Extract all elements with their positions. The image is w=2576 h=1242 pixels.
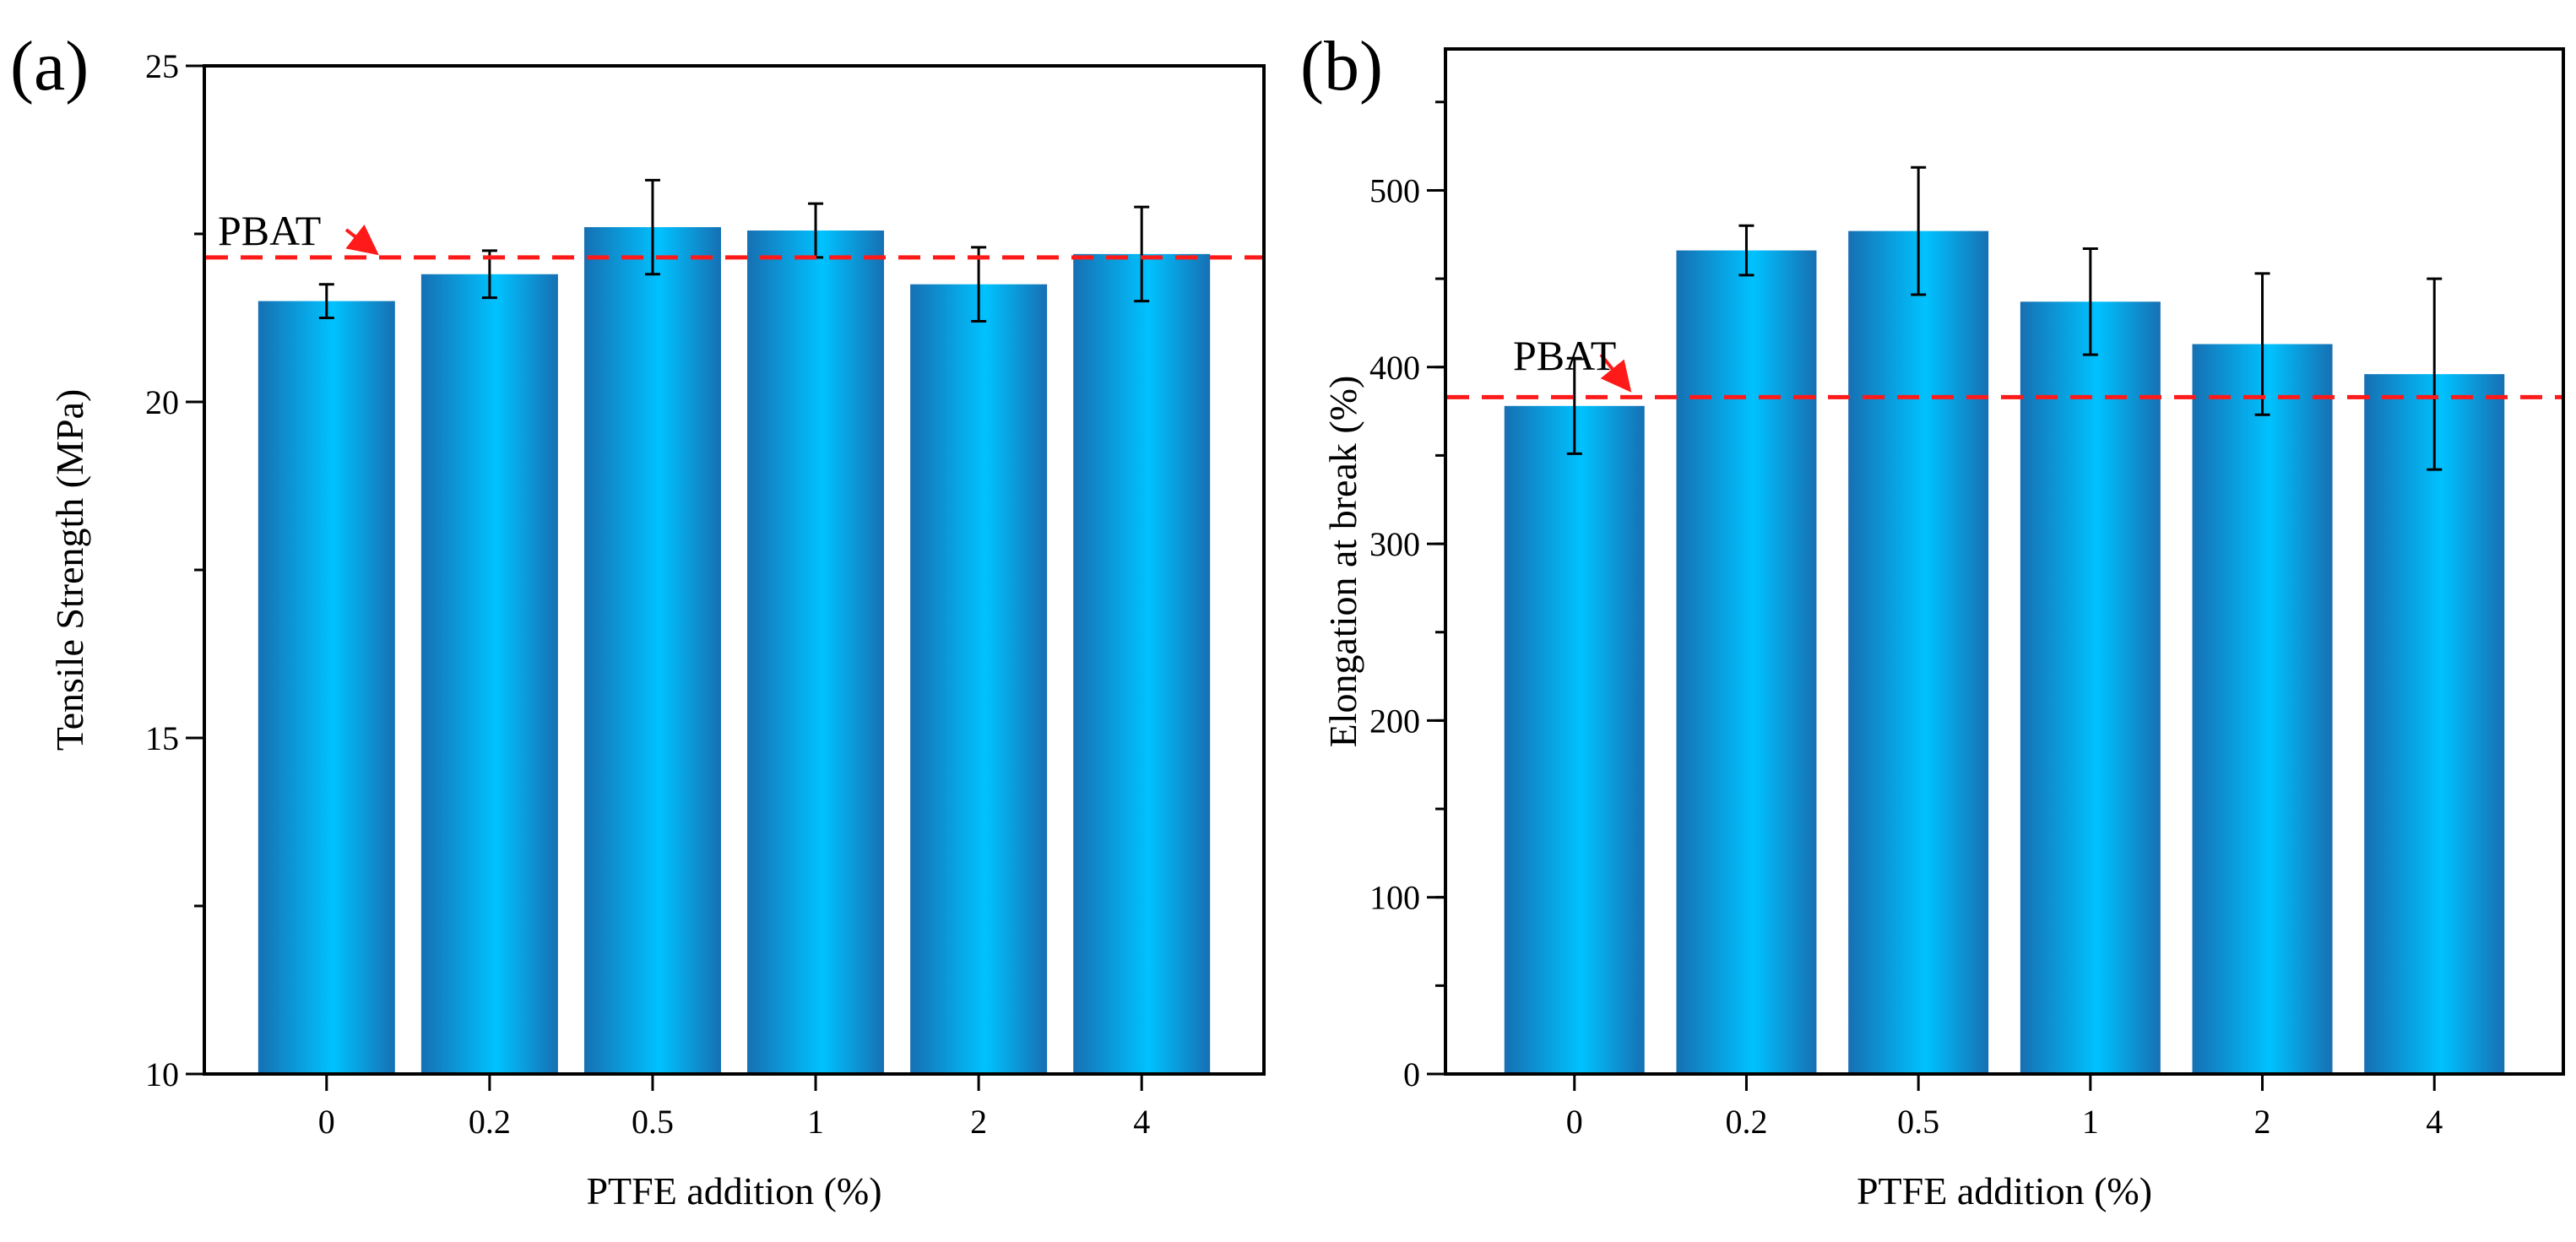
x-tick-label-1-2: 0.5: [1897, 1103, 1939, 1141]
bar-0-4: [910, 284, 1048, 1074]
x-tick-label-1-1: 0.2: [1725, 1103, 1767, 1141]
x-tick-label-0-3: 1: [807, 1103, 824, 1141]
bar-0-0: [258, 301, 395, 1075]
y-axis-title-a: Tensile Strength (MPa): [48, 389, 91, 751]
y-tick-label-0-2: 20: [145, 383, 179, 421]
y-axis-elongation: 0 100 200 300 400 500: [1369, 100, 1445, 1093]
y-tick-label-1-2: 200: [1369, 702, 1420, 740]
y-tick-label-1-1: 100: [1369, 879, 1420, 917]
error-bar-0-0: [318, 283, 334, 319]
x-axis-tensile-strength: 0 0.2 0.5 1 2 4: [318, 1074, 1150, 1141]
bar-1-2: [1848, 231, 1989, 1074]
y-tick-label-1-0: 0: [1403, 1055, 1420, 1093]
x-axis-title-a: PTFE addition (%): [586, 1169, 881, 1212]
error-bar-1-3: [2082, 247, 2098, 356]
panel-tensile-strength: (a) PBAT 10 15 20 25 0 0.2 0.5 1 2 4 Tensile Str…: [10, 27, 1266, 1212]
reference-label-pbat-a: PBAT: [218, 207, 321, 254]
panel-elongation-at-break: (b) PBAT 0 100 200 300 400 500 0 0.2 0.5 1 2 4 Elo…: [1300, 27, 2565, 1212]
x-tick-label-1-5: 4: [2426, 1103, 2443, 1141]
panel-label-b: (b): [1300, 27, 1383, 106]
bar-1-1: [1676, 250, 1817, 1075]
x-tick-label-0-1: 0.2: [469, 1103, 511, 1141]
bar-1-4: [2192, 344, 2333, 1074]
bar-1-3: [2020, 301, 2161, 1074]
bar-0-3: [747, 231, 885, 1074]
x-axis-title-b: PTFE addition (%): [1857, 1169, 2152, 1212]
plot-frame-b: [1444, 47, 2565, 1076]
y-tick-label-1-3: 300: [1369, 525, 1420, 563]
x-tick-label-1-4: 2: [2254, 1103, 2271, 1141]
error-bar-0-5: [1134, 205, 1150, 303]
panel-label-a: (a): [10, 27, 89, 106]
reference-label-pbat-b: PBAT: [1513, 332, 1616, 379]
y-tick-label-0-1: 15: [145, 719, 179, 757]
y-tick-label-1-5: 500: [1369, 171, 1420, 209]
error-bar-1-2: [1911, 165, 1927, 296]
bar-0-1: [420, 274, 558, 1074]
x-tick-label-0-5: 4: [1133, 1103, 1150, 1141]
bar-0-5: [1073, 253, 1211, 1074]
error-bar-0-4: [971, 246, 987, 323]
bars-tensile-strength: [258, 227, 1211, 1075]
y-tick-label-0-0: 10: [145, 1055, 179, 1093]
y-axis-tensile-strength: 10 15 20 25: [145, 47, 204, 1093]
reference-arrow-pbat-a: [344, 224, 379, 256]
y-tick-label-0-3: 25: [145, 47, 179, 85]
bars-elongation: [1504, 231, 2505, 1075]
y-tick-label-1-4: 400: [1369, 349, 1420, 387]
y-axis-title-b: Elongation at break (%): [1321, 376, 1364, 748]
x-tick-label-0-0: 0: [318, 1103, 335, 1141]
x-axis-elongation: 0 0.2 0.5 1 2 4: [1566, 1074, 2443, 1141]
bar-1-5: [2364, 374, 2505, 1074]
x-tick-label-1-3: 1: [2082, 1103, 2099, 1141]
error-bar-1-1: [1738, 224, 1754, 277]
error-bar-1-4: [2254, 272, 2270, 416]
reference-arrow-pbat-b: [1599, 353, 1632, 393]
error-bar-1-5: [2427, 277, 2443, 471]
error-bars-elongation: [1566, 165, 2443, 471]
error-bar-0-2: [644, 178, 660, 276]
x-tick-label-0-4: 2: [970, 1103, 987, 1141]
bar-0-2: [583, 227, 721, 1074]
x-tick-label-1-0: 0: [1566, 1103, 1583, 1141]
bar-1-0: [1504, 405, 1645, 1074]
x-tick-label-0-2: 0.5: [632, 1103, 674, 1141]
error-bar-1-0: [1566, 356, 1582, 455]
